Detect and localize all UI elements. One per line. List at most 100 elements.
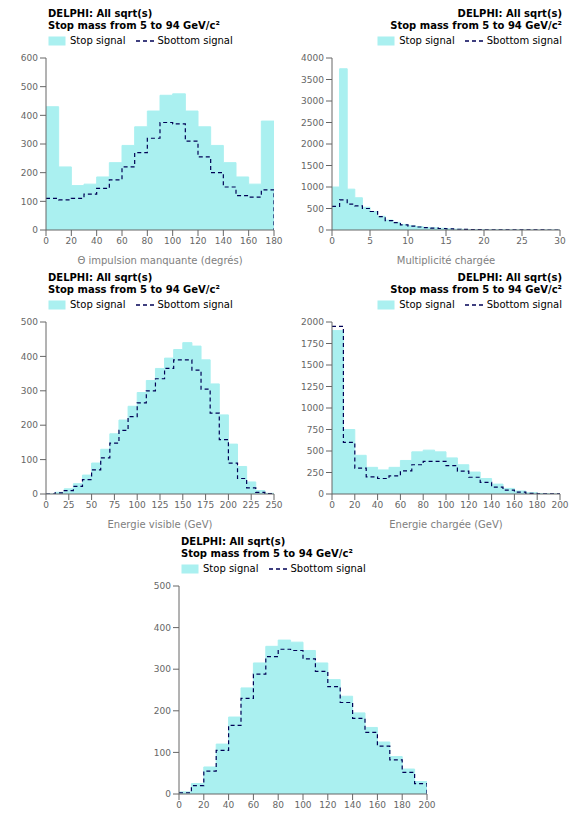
svg-text:25: 25 [516,236,527,246]
svg-text:400: 400 [21,111,38,121]
html-text:Stop signal: Stop signal [70,35,126,46]
svg-text:25: 25 [63,500,74,510]
svg-text:30: 30 [554,236,566,246]
svg-text:80: 80 [142,236,154,246]
svg-text:40: 40 [91,236,103,246]
svg-text:300: 300 [154,664,171,674]
svg-text:225: 225 [243,500,260,510]
svg-text:200: 200 [21,168,38,178]
svg-text:0: 0 [329,236,335,246]
svg-text:Energie chargée (GeV): Energie chargée (GeV) [389,519,503,530]
svg-text:100: 100 [129,500,146,510]
svg-text:1000: 1000 [301,403,324,413]
svg-text:200: 200 [551,500,568,510]
svg-text:0: 0 [329,500,335,510]
svg-text:100: 100 [294,800,311,810]
svg-text:100: 100 [154,748,171,758]
html-text:DELPHI: All sqrt(s): DELPHI: All sqrt(s) [48,272,153,283]
svg-text:200: 200 [418,800,435,810]
svg-text:1250: 1250 [301,382,324,392]
svg-text:400: 400 [154,623,171,633]
svg-text:40: 40 [223,800,235,810]
svg-text:1000: 1000 [301,182,324,192]
svg-text:3500: 3500 [301,75,324,85]
svg-text:80: 80 [272,800,284,810]
svg-text:140: 140 [344,800,361,810]
svg-text:160: 160 [240,236,257,246]
html-text:Stop signal: Stop signal [399,35,455,46]
html-text:Sbottom signal: Sbottom signal [486,35,562,46]
svg-text:0: 0 [318,489,324,499]
svg-text:60: 60 [395,500,407,510]
svg-text:50: 50 [86,500,98,510]
svg-text:120: 120 [460,500,477,510]
html-text:Sbottom signal: Sbottom signal [157,35,233,46]
svg-text:250: 250 [265,500,282,510]
svg-text:140: 140 [483,500,500,510]
svg-text:60: 60 [248,800,260,810]
svg-text:500: 500 [21,82,38,92]
svg-text:2000: 2000 [301,139,324,149]
svg-text:500: 500 [307,204,324,214]
svg-text:15: 15 [440,236,451,246]
svg-text:2000: 2000 [301,317,324,327]
svg-text:500: 500 [21,317,38,327]
svg-text:Energie visible (GeV): Energie visible (GeV) [108,519,213,530]
svg-text:150: 150 [174,500,191,510]
svg-text:300: 300 [21,386,38,396]
svg-text:1500: 1500 [301,360,324,370]
svg-text:100: 100 [437,500,454,510]
svg-text:100: 100 [21,197,38,207]
svg-text:160: 160 [369,800,386,810]
svg-text:1500: 1500 [301,161,324,171]
svg-text:400: 400 [21,352,38,362]
svg-text:3000: 3000 [301,96,324,106]
svg-text:600: 600 [21,53,38,63]
svg-text:20: 20 [66,236,78,246]
svg-text:250: 250 [307,468,324,478]
svg-text:5: 5 [367,236,373,246]
svg-text:0: 0 [43,236,49,246]
svg-text:20: 20 [198,800,210,810]
svg-text:120: 120 [189,236,206,246]
svg-text:60: 60 [116,236,128,246]
svg-text:20: 20 [349,500,361,510]
svg-text:0: 0 [32,489,38,499]
svg-text:80: 80 [417,500,429,510]
html-text:Stop mass from 5 to 94 GeV/c²: Stop mass from 5 to 94 GeV/c² [390,20,562,31]
svg-text:500: 500 [307,446,324,456]
svg-text:0: 0 [165,789,171,799]
svg-text:Multiplicité chargée: Multiplicité chargée [397,255,495,266]
svg-text:4000: 4000 [301,53,324,63]
svg-text:180: 180 [529,500,546,510]
svg-text:160: 160 [506,500,523,510]
svg-text:75: 75 [109,500,120,510]
html-text:DELPHI: All sqrt(s): DELPHI: All sqrt(s) [48,8,153,19]
html-text:Stop mass from 5 to 94 GeV/c²: Stop mass from 5 to 94 GeV/c² [48,20,220,31]
svg-text:40: 40 [372,500,384,510]
svg-text:100: 100 [164,236,181,246]
svg-text:0: 0 [43,500,49,510]
svg-text:Θ impulsion manquante (degrés): Θ impulsion manquante (degrés) [77,255,242,266]
svg-text:0: 0 [176,800,182,810]
svg-text:300: 300 [21,139,38,149]
svg-text:140: 140 [215,236,232,246]
svg-text:180: 180 [394,800,411,810]
svg-text:100: 100 [21,455,38,465]
svg-text:500: 500 [154,581,171,591]
svg-text:0: 0 [318,225,324,235]
svg-text:750: 750 [307,425,324,435]
svg-text:10: 10 [402,236,414,246]
svg-text:1750: 1750 [301,339,324,349]
html-text:DELPHI: All sqrt(s): DELPHI: All sqrt(s) [457,8,562,19]
svg-text:120: 120 [319,800,336,810]
svg-text:200: 200 [21,420,38,430]
svg-text:200: 200 [154,706,171,716]
svg-text:175: 175 [197,500,214,510]
svg-text:180: 180 [265,236,282,246]
svg-text:20: 20 [478,236,490,246]
svg-text:200: 200 [220,500,237,510]
svg-text:125: 125 [151,500,168,510]
svg-text:0: 0 [32,225,38,235]
svg-text:2500: 2500 [301,118,324,128]
